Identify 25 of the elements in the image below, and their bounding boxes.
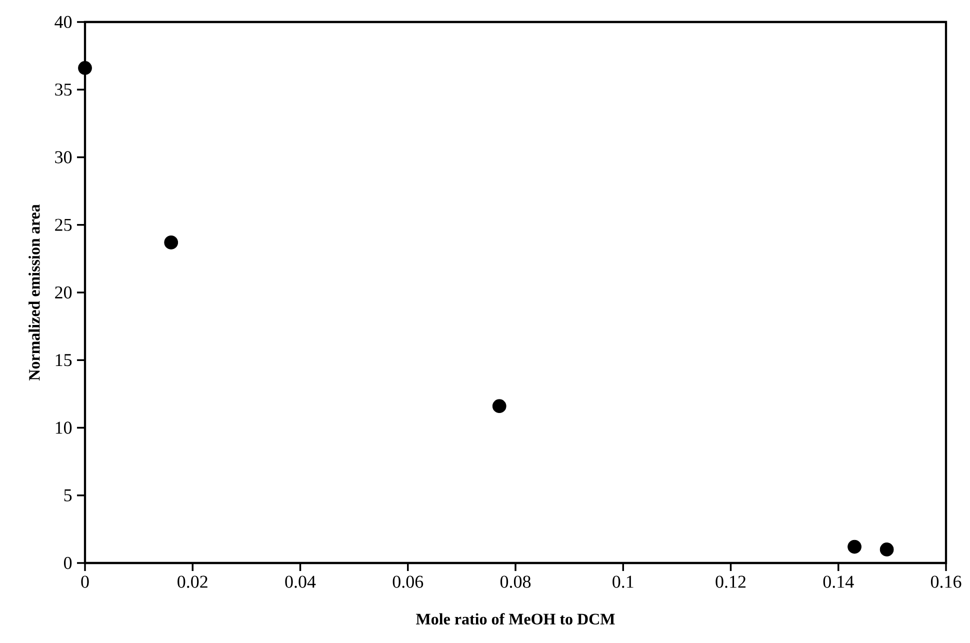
- x-tick-label: 0.12: [716, 576, 746, 588]
- point: [164, 236, 178, 250]
- y-tick-label: 15: [56, 354, 72, 366]
- x-tick-label: 0.16: [930, 576, 962, 588]
- x-tick-label: 0.02: [178, 576, 208, 588]
- x-tick-label: 0.04: [285, 576, 316, 588]
- point: [848, 540, 862, 554]
- y-tick-label: 10: [56, 422, 72, 434]
- x-axis-title: Mole ratio of MeOH to DCM: [416, 613, 615, 625]
- point: [78, 61, 92, 75]
- y-tick-label: 25: [55, 218, 72, 231]
- y-tick-label: 20: [55, 286, 72, 299]
- x-tick-label: 0: [81, 576, 89, 588]
- x-tick-label: 0.08: [500, 576, 531, 588]
- y-axis-title: Normalized emission area: [28, 204, 40, 380]
- point: [492, 399, 506, 414]
- point: [880, 542, 894, 556]
- y-tick-label: 0: [64, 556, 72, 570]
- x-tick-label: 0.06: [392, 576, 424, 588]
- y-tick-label: 40: [54, 16, 72, 28]
- y-tick-label: 5: [64, 489, 72, 502]
- x-tick-label: 0.14: [823, 576, 854, 588]
- y-tick-label: 30: [55, 151, 72, 164]
- y-tick-label: 35: [55, 84, 72, 96]
- x-tick-label: 0.1: [612, 576, 634, 588]
